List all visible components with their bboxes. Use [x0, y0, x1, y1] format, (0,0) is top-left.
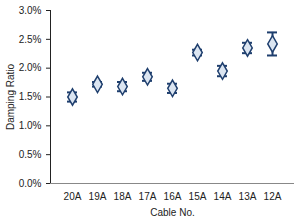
svg-text:0.5%: 0.5%: [19, 149, 42, 160]
svg-text:2.5%: 2.5%: [19, 34, 42, 45]
svg-text:20A: 20A: [64, 191, 82, 202]
svg-text:1.0%: 1.0%: [19, 120, 42, 131]
svg-text:19A: 19A: [89, 191, 107, 202]
svg-text:Damping Ratio: Damping Ratio: [5, 63, 16, 130]
svg-text:Cable No.: Cable No.: [150, 207, 194, 218]
svg-text:1.5%: 1.5%: [19, 91, 42, 102]
svg-text:2.0%: 2.0%: [19, 62, 42, 73]
svg-text:16A: 16A: [164, 191, 182, 202]
svg-text:13A: 13A: [239, 191, 257, 202]
svg-text:3.0%: 3.0%: [19, 5, 42, 16]
svg-text:15A: 15A: [189, 191, 207, 202]
svg-text:14A: 14A: [214, 191, 232, 202]
svg-text:0.0%: 0.0%: [19, 178, 42, 189]
svg-text:12A: 12A: [264, 191, 282, 202]
svg-text:17A: 17A: [139, 191, 157, 202]
svg-text:18A: 18A: [114, 191, 132, 202]
